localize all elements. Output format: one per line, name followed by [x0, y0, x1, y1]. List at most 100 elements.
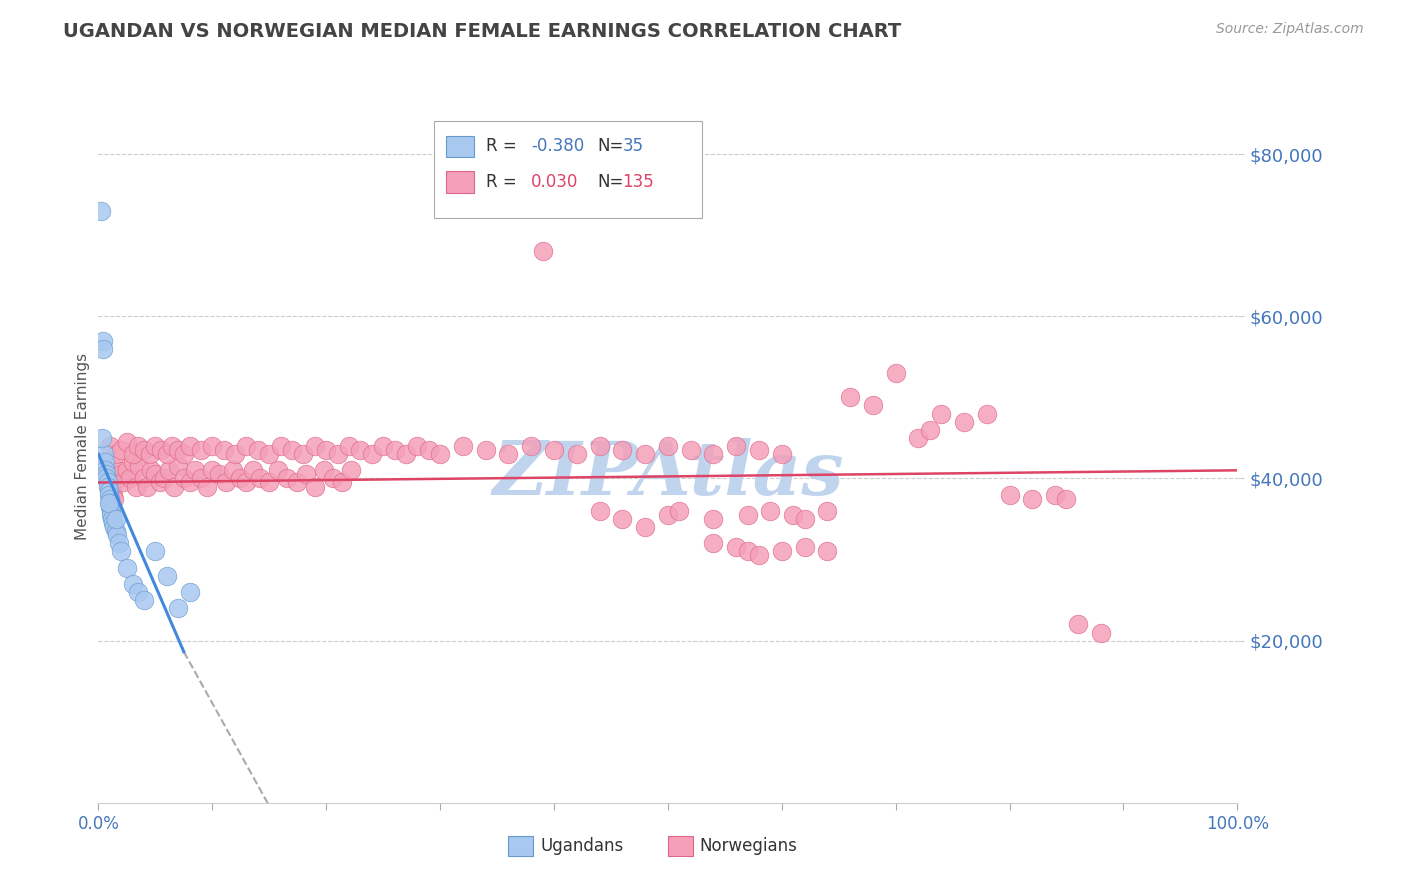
Point [839, 390, 862, 404]
Point [110, 467, 132, 482]
Point [128, 459, 150, 474]
Point [543, 443, 565, 458]
Point [1054, 491, 1078, 506]
Point [360, 447, 382, 461]
Point [157, 463, 180, 477]
Point [121, 455, 143, 469]
Text: R =: R = [485, 173, 522, 191]
Point [179, 585, 201, 599]
Point [565, 447, 588, 461]
Point [259, 475, 281, 490]
Point [97, 488, 120, 502]
Point [782, 508, 804, 522]
Text: -0.380: -0.380 [531, 137, 585, 155]
FancyBboxPatch shape [434, 121, 702, 218]
Text: Source: ZipAtlas.com: Source: ZipAtlas.com [1216, 22, 1364, 37]
Point [406, 439, 429, 453]
Point [976, 407, 998, 421]
Point [222, 463, 245, 477]
Point [91, 334, 114, 348]
Point [103, 491, 125, 506]
Point [702, 447, 724, 461]
Point [748, 549, 770, 563]
Point [337, 439, 360, 453]
Point [1043, 488, 1066, 502]
Point [246, 443, 269, 458]
Point [96, 479, 118, 493]
Point [294, 467, 316, 482]
Point [121, 447, 143, 461]
Point [474, 443, 496, 458]
Point [190, 471, 212, 485]
Point [125, 479, 148, 493]
Point [520, 439, 543, 453]
Point [167, 459, 190, 474]
Point [793, 541, 815, 555]
Point [104, 524, 127, 538]
Point [167, 601, 190, 615]
Point [815, 544, 838, 558]
Point [104, 447, 127, 461]
Point [371, 439, 394, 453]
Point [100, 479, 122, 493]
Point [953, 415, 976, 429]
Point [315, 443, 337, 458]
Point [108, 471, 131, 485]
Point [94, 455, 117, 469]
Text: ZIPAtlas: ZIPAtlas [492, 438, 844, 511]
Point [145, 467, 167, 482]
Point [588, 439, 610, 453]
Point [96, 475, 118, 490]
Text: 0.030: 0.030 [531, 173, 578, 191]
Point [224, 447, 246, 461]
Point [179, 439, 201, 453]
Point [276, 471, 298, 485]
Point [815, 504, 838, 518]
Text: Ugandans: Ugandans [540, 837, 623, 855]
Point [132, 593, 155, 607]
Point [612, 443, 634, 458]
Point [1067, 617, 1090, 632]
Point [326, 447, 349, 461]
Point [702, 512, 724, 526]
Point [91, 342, 114, 356]
Point [737, 544, 759, 558]
Point [748, 443, 770, 458]
Point [179, 475, 201, 490]
Point [132, 443, 155, 458]
Point [330, 475, 353, 490]
Point [98, 439, 121, 453]
Point [201, 463, 224, 477]
Point [115, 560, 138, 574]
Point [156, 447, 179, 461]
Point [112, 475, 135, 490]
Point [235, 439, 257, 453]
Point [100, 504, 122, 518]
Bar [446, 136, 474, 157]
Bar [668, 836, 693, 855]
Point [208, 467, 231, 482]
Point [149, 475, 172, 490]
Point [770, 447, 793, 461]
Point [153, 471, 176, 485]
Point [918, 423, 941, 437]
Point [384, 443, 406, 458]
Point [184, 463, 207, 477]
Point [90, 203, 112, 218]
Point [759, 504, 782, 518]
Text: UGANDAN VS NORWEGIAN MEDIAN FEMALE EARNINGS CORRELATION CHART: UGANDAN VS NORWEGIAN MEDIAN FEMALE EARNI… [63, 22, 901, 41]
Point [139, 463, 162, 477]
Point [97, 483, 120, 498]
Point [267, 463, 290, 477]
Point [104, 512, 127, 526]
Point [94, 455, 117, 469]
Bar [509, 836, 533, 855]
Point [249, 471, 271, 485]
Point [103, 520, 125, 534]
Point [145, 544, 167, 558]
Bar [446, 171, 474, 193]
Point [110, 443, 132, 458]
Point [201, 439, 224, 453]
Point [103, 488, 125, 502]
Point [612, 512, 634, 526]
